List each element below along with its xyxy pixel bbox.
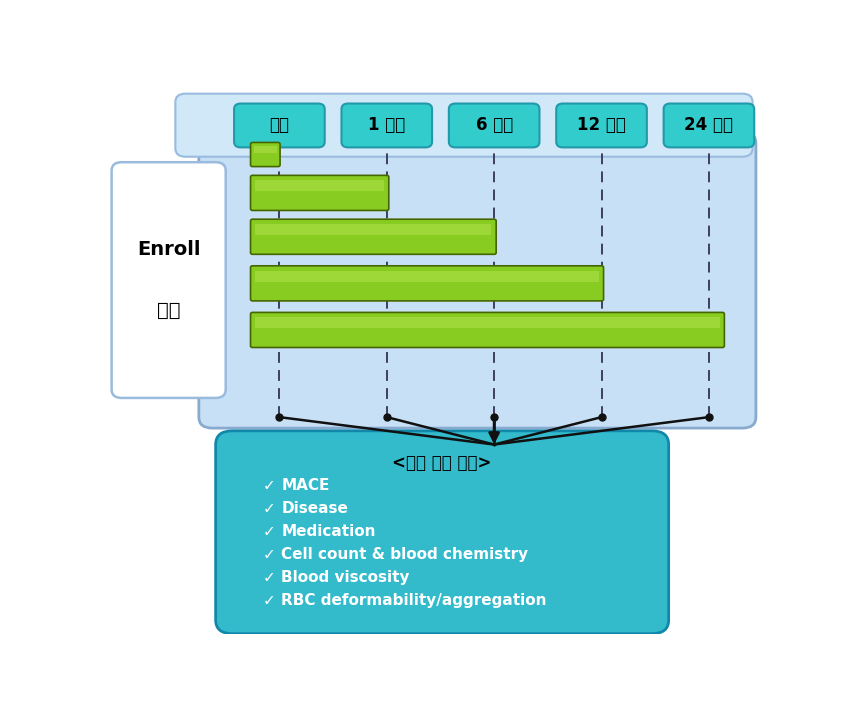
Text: <추적 관찰 항목>: <추적 관찰 항목> [392, 454, 492, 471]
Text: 1 개월: 1 개월 [368, 117, 405, 135]
Text: 환자: 환자 [157, 300, 180, 320]
FancyBboxPatch shape [663, 103, 754, 147]
FancyBboxPatch shape [250, 313, 724, 347]
Text: ✓: ✓ [262, 501, 275, 516]
Text: ✓: ✓ [262, 478, 275, 493]
FancyBboxPatch shape [449, 103, 540, 147]
FancyBboxPatch shape [250, 219, 496, 254]
FancyBboxPatch shape [254, 145, 277, 154]
Text: Enroll: Enroll [137, 241, 200, 259]
Text: 24 개월: 24 개월 [684, 117, 734, 135]
FancyBboxPatch shape [255, 180, 385, 192]
FancyBboxPatch shape [175, 94, 753, 157]
FancyBboxPatch shape [216, 431, 669, 634]
Text: ✓: ✓ [262, 524, 275, 539]
FancyBboxPatch shape [255, 224, 492, 235]
Text: 6 개월: 6 개월 [475, 117, 513, 135]
Text: Blood viscosity: Blood viscosity [281, 570, 410, 585]
FancyBboxPatch shape [250, 266, 604, 301]
FancyBboxPatch shape [250, 175, 389, 211]
FancyBboxPatch shape [556, 103, 647, 147]
FancyBboxPatch shape [250, 142, 280, 167]
FancyBboxPatch shape [234, 103, 325, 147]
Text: RBC deformability/aggregation: RBC deformability/aggregation [281, 593, 547, 608]
Text: ✓: ✓ [262, 570, 275, 585]
Text: Cell count & blood chemistry: Cell count & blood chemistry [281, 548, 528, 562]
FancyBboxPatch shape [341, 103, 432, 147]
Text: Medication: Medication [281, 524, 376, 539]
Text: ✓: ✓ [262, 548, 275, 562]
Text: 12 개월: 12 개월 [577, 117, 626, 135]
FancyBboxPatch shape [199, 132, 756, 428]
FancyBboxPatch shape [255, 318, 720, 328]
Text: MACE: MACE [281, 478, 330, 493]
FancyBboxPatch shape [112, 162, 226, 398]
Text: Disease: Disease [281, 501, 348, 516]
Text: ✓: ✓ [262, 593, 275, 608]
Text: 내원: 내원 [269, 117, 289, 135]
FancyBboxPatch shape [255, 271, 599, 282]
